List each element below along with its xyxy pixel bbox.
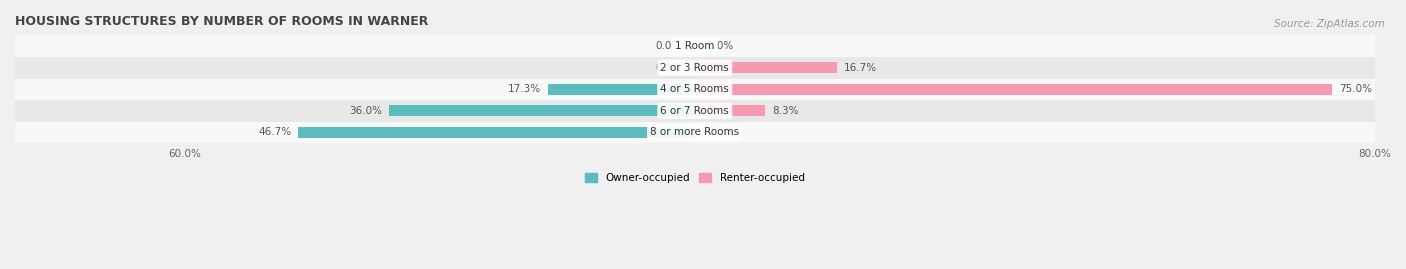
Bar bbox=[695, 62, 837, 73]
Text: 0.0%: 0.0% bbox=[655, 63, 682, 73]
Text: Source: ZipAtlas.com: Source: ZipAtlas.com bbox=[1274, 19, 1385, 29]
Bar bbox=[298, 127, 695, 138]
Bar bbox=[15, 57, 1375, 79]
Text: 75.0%: 75.0% bbox=[1339, 84, 1372, 94]
Bar bbox=[695, 84, 1331, 95]
Bar bbox=[389, 105, 695, 116]
Text: 6 or 7 Rooms: 6 or 7 Rooms bbox=[661, 106, 730, 116]
Bar bbox=[15, 79, 1375, 100]
Bar bbox=[15, 100, 1375, 122]
Text: 36.0%: 36.0% bbox=[349, 106, 382, 116]
Text: 46.7%: 46.7% bbox=[259, 128, 291, 137]
Text: 4 or 5 Rooms: 4 or 5 Rooms bbox=[661, 84, 730, 94]
Bar bbox=[695, 105, 765, 116]
Bar bbox=[15, 36, 1375, 57]
Text: HOUSING STRUCTURES BY NUMBER OF ROOMS IN WARNER: HOUSING STRUCTURES BY NUMBER OF ROOMS IN… bbox=[15, 15, 429, 28]
Text: 2 or 3 Rooms: 2 or 3 Rooms bbox=[661, 63, 730, 73]
Text: 1 Room: 1 Room bbox=[675, 41, 714, 51]
Bar bbox=[15, 122, 1375, 143]
Text: 0.0%: 0.0% bbox=[707, 41, 734, 51]
Bar bbox=[548, 84, 695, 95]
Text: 0.0%: 0.0% bbox=[655, 41, 682, 51]
Text: 17.3%: 17.3% bbox=[508, 84, 541, 94]
Text: 16.7%: 16.7% bbox=[844, 63, 876, 73]
Text: 8 or more Rooms: 8 or more Rooms bbox=[650, 128, 740, 137]
Text: 8.3%: 8.3% bbox=[772, 106, 799, 116]
Text: 0.0%: 0.0% bbox=[707, 128, 734, 137]
Legend: Owner-occupied, Renter-occupied: Owner-occupied, Renter-occupied bbox=[581, 169, 808, 187]
